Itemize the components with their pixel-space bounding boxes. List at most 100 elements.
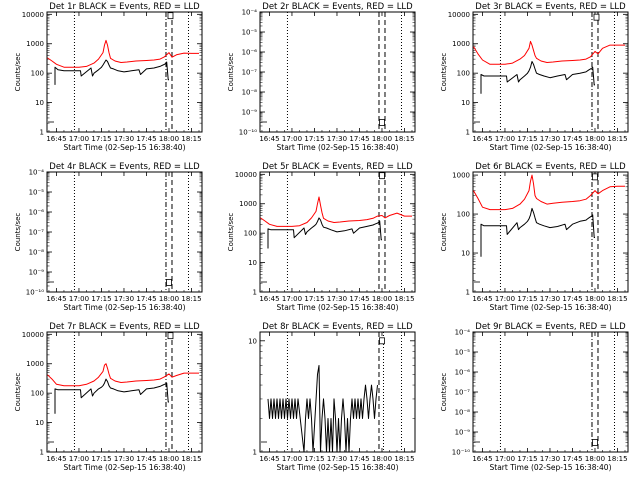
det-8r-x-tick-label: 18:15 — [394, 455, 414, 463]
det-4r-x-tick-label: 17:00 — [69, 295, 89, 303]
det-4r-y-tick-label: 10⁻¹⁰ — [26, 289, 44, 297]
det-4r-title: Det 4r BLACK = Events, RED = LLD — [49, 162, 200, 172]
det-3r-x-tick-label: 17:00 — [495, 135, 515, 143]
det-5r-x-tick-label: 17:15 — [304, 295, 324, 303]
det-5r-x-tick-label: 16:45 — [259, 295, 279, 303]
det-7r-y-tick-label: 1000 — [26, 360, 44, 368]
det-8r-x-tick-label: 17:00 — [282, 455, 302, 463]
det-5r-axes-frame — [259, 171, 416, 293]
det-1r-x-axis-label: Start Time (02-Sep-15 16:38:40) — [64, 143, 186, 152]
det-3r-x-tick-label: 17:15 — [517, 135, 537, 143]
det-2r-y-tick-label: 10⁻¹⁰ — [239, 129, 257, 137]
det-3r-y-tick-label: 10 — [461, 99, 470, 107]
det-3r-y-tick-label: 100 — [457, 70, 470, 78]
det-2r-y-tick-label: 10⁻⁸ — [242, 89, 258, 97]
det-4r-x-tick-label: 18:15 — [181, 295, 201, 303]
det-8r-x-tick-label: 18:00 — [372, 455, 392, 463]
det-8r-x-axis-label: Start Time (02-Sep-15 16:38:40) — [277, 463, 399, 472]
det-5r-x-axis-label: Start Time (02-Sep-15 16:38:40) — [277, 303, 399, 312]
det-4r-y-tick-label: 10⁻⁹ — [29, 269, 45, 277]
det-7r-x-axis-label: Start Time (02-Sep-15 16:38:40) — [64, 463, 186, 472]
det-5r-x-tick-label: 17:45 — [349, 295, 369, 303]
det-5r-y-axis-label: Counts/sec — [227, 213, 235, 252]
det-1r-x-tick-label: 17:15 — [91, 135, 111, 143]
det-1r-series — [47, 39, 199, 85]
det-1r-y-axis-label: Counts/sec — [14, 53, 22, 92]
det-7r-x-tick-label: 18:15 — [181, 455, 201, 463]
det-9r-y-tick-label: 10⁻⁴ — [455, 329, 471, 337]
det-6r-x-tick-label: 17:15 — [517, 295, 537, 303]
det-6r-x-tick-label: 18:15 — [607, 295, 627, 303]
panel-det-2r: Det 2r BLACK = Events, RED = LLD 16:45 17:… — [227, 2, 416, 152]
det-9r-y-tick-label: 10⁻⁹ — [455, 429, 471, 437]
det-3r-x-tick-label: 17:45 — [562, 135, 582, 143]
det-9r-x-tick-label: 17:45 — [562, 455, 582, 463]
det-9r-y-tick-label: 10⁻¹⁰ — [452, 449, 470, 457]
det-8r-x-tick-label: 16:45 — [259, 455, 279, 463]
det-4r-x-tick-label: 16:45 — [46, 295, 66, 303]
det-9r-y-axis-label: Counts/sec — [440, 373, 448, 412]
det-8r-y-tick-label: 10 — [248, 337, 257, 345]
det-3r-marker — [593, 13, 600, 21]
det-1r-y-tick-label: 10 — [35, 99, 44, 107]
det-6r-y-tick-label: 100 — [457, 211, 470, 219]
det-5r-marker — [379, 172, 385, 180]
det-6r-x-tick-label: 16:45 — [472, 295, 492, 303]
det-4r-x-tick-label: 17:15 — [91, 295, 111, 303]
det-1r-title: Det 1r BLACK = Events, RED = LLD — [49, 2, 200, 12]
det-7r-series-lld — [47, 363, 199, 387]
det-9r-y-tick-label: 10⁻⁵ — [455, 349, 471, 357]
det-1r-x-tick-label: 17:45 — [136, 135, 156, 143]
det-8r-x-tick-label: 17:15 — [304, 455, 324, 463]
det-5r-title: Det 5r BLACK = Events, RED = LLD — [262, 162, 413, 172]
det-9r-y-tick-label: 10⁻⁷ — [455, 389, 471, 397]
det-5r-x-tick-label: 17:00 — [282, 295, 302, 303]
det-3r-x-axis-label: Start Time (02-Sep-15 16:38:40) — [490, 143, 612, 152]
det-3r-series-lld — [473, 40, 625, 65]
det-1r-y-tick-label: 10000 — [22, 11, 44, 19]
det-7r-x-tick-label: 16:45 — [46, 455, 66, 463]
det-5r-series-lld — [260, 196, 412, 227]
det-4r-axes-frame — [46, 171, 203, 293]
det-2r-y-axis-label: Counts/sec — [227, 53, 235, 92]
det-7r-y-tick-label: 100 — [31, 390, 44, 398]
det-6r-series-lld — [473, 174, 625, 211]
det-7r-x-tick-label: 17:45 — [136, 455, 156, 463]
det-4r-x-tick-label: 18:00 — [159, 295, 179, 303]
det-6r-y-tick-label: 10 — [461, 250, 470, 258]
det-6r-marker — [592, 173, 598, 181]
det-9r-x-tick-label: 17:00 — [495, 455, 515, 463]
det-7r-x-tick-label: 17:30 — [114, 455, 134, 463]
det-4r-y-axis-label: Counts/sec — [14, 213, 22, 252]
det-2r-x-tick-label: 18:15 — [394, 135, 414, 143]
det-3r-x-tick-label: 16:45 — [472, 135, 492, 143]
det-5r-y-tick-label: 1 — [253, 289, 257, 297]
det-3r-title: Det 3r BLACK = Events, RED = LLD — [475, 2, 626, 12]
det-4r-y-tick-label: 10⁻⁸ — [29, 249, 45, 257]
det-7r-x-tick-label: 18:00 — [159, 455, 179, 463]
det-7r-y-tick-label: 10000 — [22, 331, 44, 339]
det-1r-x-tick-label: 18:15 — [181, 135, 201, 143]
det-2r-x-axis-label: Start Time (02-Sep-15 16:38:40) — [277, 143, 399, 152]
det-3r-y-tick-label: 1 — [466, 129, 470, 137]
det-2r-title: Det 2r BLACK = Events, RED = LLD — [262, 2, 413, 12]
det-6r-x-tick-label: 17:45 — [562, 295, 582, 303]
det-1r-y-tick-label: 100 — [31, 70, 44, 78]
det-4r-y-tick-label: 10⁻⁴ — [29, 169, 45, 177]
det-6r-y-axis-label: Counts/sec — [440, 213, 448, 252]
det-2r-x-tick-label: 17:00 — [282, 135, 302, 143]
det-9r-y-tick-label: 10⁻⁶ — [455, 369, 471, 377]
det-3r-x-tick-label: 17:30 — [540, 135, 560, 143]
det-2r-y-tick-label: 10⁻⁵ — [242, 29, 258, 37]
det-6r-axes-frame — [472, 171, 629, 293]
det-2r-x-tick-label: 16:45 — [259, 135, 279, 143]
det-4r-x-tick-label: 17:45 — [136, 295, 156, 303]
det-3r-x-tick-label: 18:15 — [607, 135, 627, 143]
det-4r-marker — [166, 279, 172, 286]
det-1r-x-tick-label: 17:30 — [114, 135, 134, 143]
det-9r-x-axis-label: Start Time (02-Sep-15 16:38:40) — [490, 463, 612, 472]
